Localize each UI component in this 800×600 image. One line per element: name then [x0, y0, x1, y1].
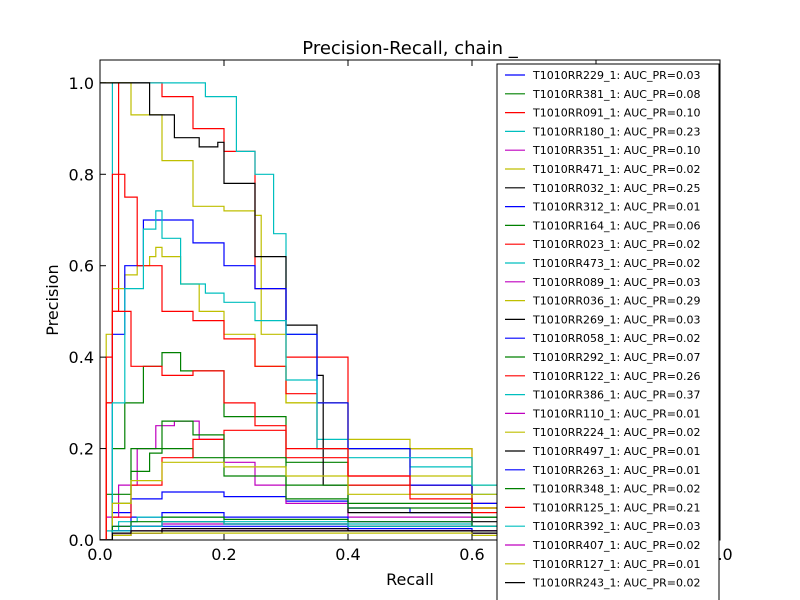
legend-entry: T1010RR023_1: AUC_PR=0.02: [532, 238, 700, 251]
legend-entry: T1010RR473_1: AUC_PR=0.02: [532, 257, 700, 270]
x-tick-label: 0.6: [459, 545, 484, 564]
legend-entry: T1010RR110_1: AUC_PR=0.01: [532, 407, 700, 420]
legend-entry: T1010RR292_1: AUC_PR=0.07: [532, 351, 700, 364]
legend-entry: T1010RR243_1: AUC_PR=0.02: [532, 577, 700, 590]
legend-entry: T1010RR122_1: AUC_PR=0.26: [532, 370, 700, 383]
y-tick-label: 0.6: [69, 257, 94, 276]
legend-entry: T1010RR091_1: AUC_PR=0.10: [532, 107, 700, 120]
legend-entry: T1010RR224_1: AUC_PR=0.02: [532, 426, 700, 439]
legend-entry: T1010RR125_1: AUC_PR=0.21: [532, 501, 700, 514]
legend-entry: T1010RR471_1: AUC_PR=0.02: [532, 163, 700, 176]
legend-entry: T1010RR497_1: AUC_PR=0.01: [532, 445, 700, 458]
legend-entry: T1010RR164_1: AUC_PR=0.06: [532, 219, 700, 232]
legend-entry: T1010RR386_1: AUC_PR=0.37: [532, 389, 700, 402]
legend-entry: T1010RR180_1: AUC_PR=0.23: [532, 125, 700, 138]
legend-entry: T1010RR058_1: AUC_PR=0.02: [532, 332, 700, 345]
y-axis-label: Precision: [43, 264, 62, 335]
x-tick-label: 0.0: [87, 545, 112, 564]
x-axis-label: Recall: [386, 570, 434, 589]
legend-entry: T1010RR269_1: AUC_PR=0.03: [532, 313, 700, 326]
legend-entry: T1010RR348_1: AUC_PR=0.02: [532, 483, 700, 496]
legend-entry: T1010RR407_1: AUC_PR=0.02: [532, 539, 700, 552]
legend-entry: T1010RR089_1: AUC_PR=0.03: [532, 276, 700, 289]
legend-entry: T1010RR351_1: AUC_PR=0.10: [532, 144, 700, 157]
legend-entry: T1010RR127_1: AUC_PR=0.01: [532, 558, 700, 571]
series-line-24: [100, 310, 720, 540]
legend-entry: T1010RR312_1: AUC_PR=0.01: [532, 201, 700, 214]
x-tick-label: 0.2: [211, 545, 236, 564]
plot-frame: [99, 59, 721, 541]
legend-entry: T1010RR032_1: AUC_PR=0.25: [532, 182, 700, 195]
legend-entry: T1010RR381_1: AUC_PR=0.08: [532, 88, 700, 101]
legend-entry: T1010RR263_1: AUC_PR=0.01: [532, 464, 700, 477]
y-tick-label: 0.4: [69, 348, 94, 367]
chart-title: Precision-Recall, chain _: [302, 38, 518, 59]
y-axis: 0.0 0.2 0.4 0.6 0.8 1.0: [69, 74, 720, 550]
legend-box: [496, 63, 720, 600]
y-tick-label: 0.2: [69, 440, 94, 459]
y-tick-label: 1.0: [69, 74, 94, 93]
y-tick-label: 0.8: [69, 165, 94, 184]
legend-entry: T1010RR036_1: AUC_PR=0.29: [532, 295, 700, 308]
series-line-18: [100, 210, 720, 540]
y-tick-label: 0.0: [69, 531, 94, 550]
legend-entry: T1010RR229_1: AUC_PR=0.03: [532, 69, 700, 82]
legend: T1010RR229_1: AUC_PR=0.03 T1010RR381_1: A…: [496, 63, 720, 600]
x-tick-label: 0.4: [335, 545, 360, 564]
legend-entry: T1010RR392_1: AUC_PR=0.03: [532, 520, 700, 533]
